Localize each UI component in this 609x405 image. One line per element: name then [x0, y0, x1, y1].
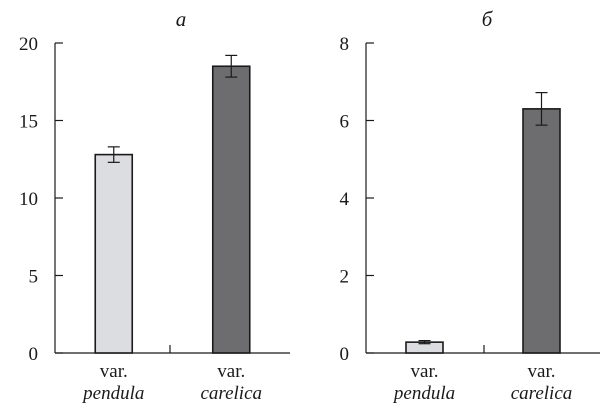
panel-b-category-label: var. [411, 361, 439, 382]
panel-b-y-tick-label: 4 [340, 189, 350, 210]
panel-b-y-tick-label: 6 [340, 112, 350, 133]
panel-a-bar [94, 153, 134, 354]
panel-a-bar [211, 65, 251, 354]
panel-a-y-tick-label: 20 [19, 34, 38, 55]
panel-a-y-tick-label: 0 [29, 344, 39, 365]
panel-b-bar [522, 108, 561, 354]
panel-a-category-label-variety: carelica [200, 383, 262, 404]
panel-a-category-label: var. [217, 361, 245, 382]
panel-a-category-label-variety: pendula [81, 383, 144, 404]
panel-b-category-label-variety: pendula [392, 383, 455, 404]
panel-b-y-tick-label: 0 [340, 344, 350, 365]
panel-b-y-tick-label: 8 [340, 34, 350, 55]
panel-b-y-tick-label: 2 [340, 267, 350, 288]
panel-b-category-label: var. [528, 361, 556, 382]
panel-a-y-tick-label: 10 [19, 189, 38, 210]
panel-a-y-tick-label: 15 [19, 112, 38, 133]
panel-a-y-tick-label: 5 [29, 267, 39, 288]
panel-a-category-label: var. [100, 361, 128, 382]
panel-b-category-label-variety: carelica [511, 383, 573, 404]
panel-a-title: а [176, 7, 187, 31]
panel-b-title: б [482, 7, 494, 31]
